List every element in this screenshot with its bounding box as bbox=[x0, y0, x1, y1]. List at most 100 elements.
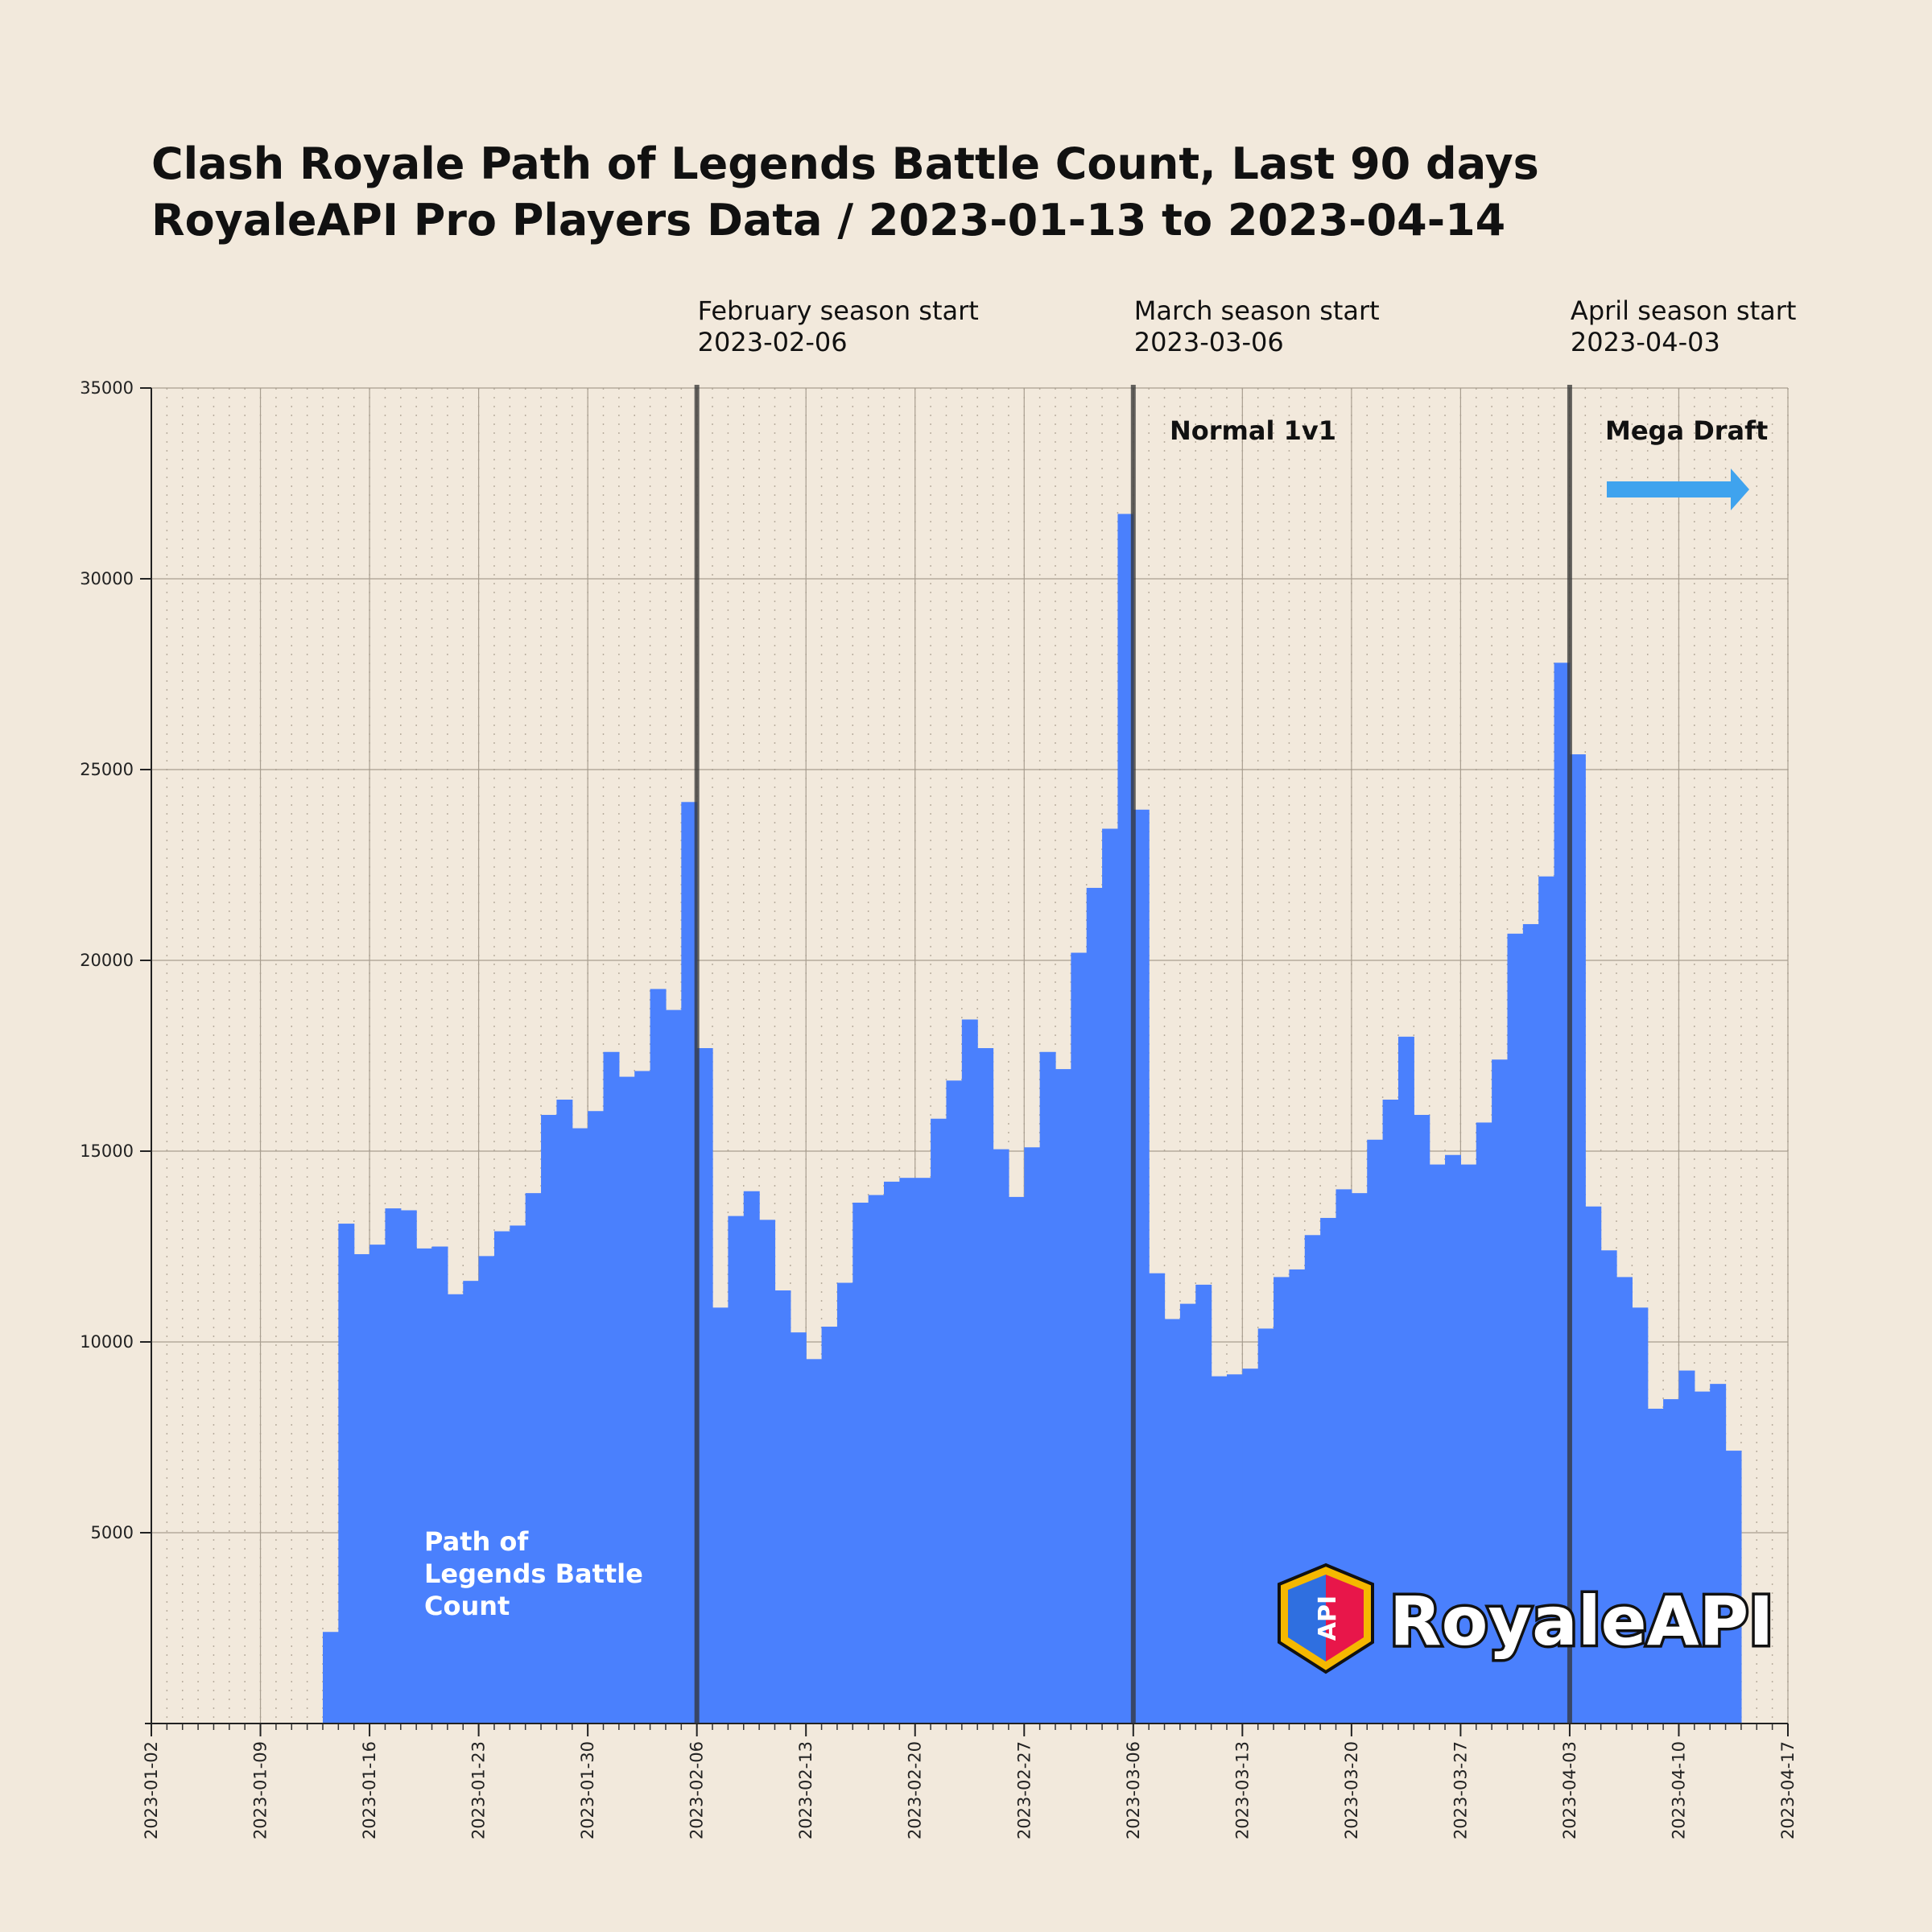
x-tick-label: 2023-01-30 bbox=[578, 1741, 597, 1839]
bar bbox=[759, 1220, 776, 1724]
logo-name: RoyaleAPI bbox=[1389, 1582, 1773, 1661]
bar bbox=[385, 1208, 402, 1724]
bar bbox=[1663, 1399, 1680, 1724]
bar bbox=[353, 1253, 370, 1724]
bar bbox=[510, 1225, 526, 1724]
bar bbox=[1195, 1284, 1212, 1724]
bar bbox=[1429, 1164, 1446, 1724]
bar bbox=[463, 1281, 480, 1724]
bar bbox=[400, 1210, 417, 1724]
annotation: Normal 1v1 bbox=[1170, 415, 1336, 446]
bar bbox=[431, 1246, 448, 1724]
y-tick-label: 35000 bbox=[80, 378, 134, 398]
bar bbox=[1569, 754, 1586, 1724]
bar bbox=[1226, 1374, 1243, 1724]
x-tick-label: 2023-01-23 bbox=[469, 1741, 489, 1839]
x-tick-label: 2023-04-17 bbox=[1778, 1741, 1798, 1839]
bar bbox=[493, 1231, 510, 1724]
event-label: February season start bbox=[698, 295, 979, 326]
event-date: 2023-04-03 bbox=[1571, 327, 1720, 357]
bar bbox=[1476, 1122, 1492, 1724]
bar bbox=[1008, 1196, 1025, 1724]
bar bbox=[322, 1632, 339, 1724]
bar bbox=[541, 1114, 558, 1724]
bar bbox=[961, 1019, 978, 1724]
bar bbox=[1600, 1250, 1617, 1724]
bar bbox=[852, 1202, 869, 1724]
chart-subtitle: RoyaleAPI Pro Players Data / 2023-01-13 … bbox=[151, 195, 1505, 246]
bar bbox=[447, 1294, 464, 1724]
bar bbox=[1164, 1319, 1181, 1724]
logo-badge: API bbox=[1314, 1596, 1342, 1641]
bar bbox=[588, 1111, 605, 1724]
bar bbox=[634, 1071, 651, 1724]
event-label: March season start bbox=[1134, 295, 1380, 326]
bar bbox=[743, 1191, 760, 1724]
x-tick-label: 2023-04-03 bbox=[1560, 1741, 1579, 1839]
bar bbox=[1492, 1059, 1509, 1724]
x-tick-label: 2023-04-10 bbox=[1669, 1741, 1688, 1839]
x-tick-label: 2023-03-13 bbox=[1232, 1741, 1252, 1839]
bar bbox=[1179, 1303, 1196, 1724]
bar bbox=[1242, 1368, 1259, 1724]
x-tick-label: 2023-02-27 bbox=[1014, 1741, 1034, 1839]
x-tick-label: 2023-03-27 bbox=[1451, 1741, 1470, 1839]
bar bbox=[650, 989, 667, 1724]
bar bbox=[977, 1048, 994, 1724]
bar bbox=[1117, 514, 1134, 1724]
bar bbox=[1460, 1164, 1477, 1724]
x-tick-label: 2023-02-06 bbox=[687, 1741, 707, 1839]
y-tick-label: 10000 bbox=[80, 1332, 134, 1352]
bar bbox=[884, 1181, 900, 1724]
bar bbox=[1382, 1100, 1399, 1724]
bar bbox=[868, 1195, 885, 1724]
y-tick-label: 30000 bbox=[80, 569, 134, 588]
bar bbox=[1585, 1206, 1602, 1724]
bar bbox=[1678, 1370, 1695, 1724]
x-tick-label: 2023-02-13 bbox=[796, 1741, 815, 1839]
bar bbox=[618, 1076, 635, 1724]
bar bbox=[946, 1080, 963, 1724]
bar bbox=[1274, 1277, 1290, 1724]
annotation: Mega Draft bbox=[1605, 415, 1768, 446]
bar bbox=[931, 1118, 947, 1724]
bar bbox=[1024, 1147, 1041, 1724]
bar bbox=[899, 1178, 916, 1724]
bar bbox=[416, 1248, 433, 1724]
x-tick-label: 2023-03-20 bbox=[1342, 1741, 1361, 1839]
bar bbox=[914, 1178, 931, 1724]
bar bbox=[556, 1100, 573, 1724]
logo-shield-left bbox=[1288, 1575, 1326, 1662]
bar bbox=[836, 1282, 853, 1724]
bar bbox=[1632, 1307, 1649, 1724]
bar bbox=[1647, 1408, 1664, 1724]
series-label: Path of Legends Battle Count bbox=[424, 1526, 643, 1621]
x-tick-label: 2023-01-02 bbox=[142, 1741, 161, 1839]
bar bbox=[712, 1307, 729, 1724]
arrow bbox=[1607, 469, 1749, 510]
bar bbox=[1414, 1114, 1430, 1724]
y-tick-label: 25000 bbox=[80, 760, 134, 779]
bar bbox=[696, 1048, 713, 1724]
logo-shield-right bbox=[1326, 1575, 1364, 1662]
bar bbox=[1538, 876, 1555, 1724]
y-tick-label: 5000 bbox=[91, 1523, 134, 1542]
x-tick-label: 2023-03-06 bbox=[1124, 1741, 1143, 1839]
y-tick-label: 15000 bbox=[80, 1141, 134, 1161]
bar bbox=[1522, 923, 1539, 1724]
event-date: 2023-02-06 bbox=[698, 327, 848, 357]
bar bbox=[1694, 1391, 1711, 1724]
bar bbox=[338, 1224, 355, 1724]
bar bbox=[1086, 887, 1103, 1724]
bar bbox=[603, 1051, 620, 1724]
bar bbox=[806, 1359, 823, 1724]
bar bbox=[728, 1216, 745, 1724]
x-tick-label: 2023-01-09 bbox=[251, 1741, 270, 1839]
bar bbox=[1710, 1384, 1727, 1724]
bar bbox=[369, 1245, 386, 1724]
bar bbox=[1149, 1273, 1166, 1724]
bar bbox=[1055, 1069, 1071, 1724]
bar bbox=[572, 1128, 588, 1724]
bar bbox=[1257, 1328, 1274, 1724]
bar bbox=[774, 1290, 791, 1724]
